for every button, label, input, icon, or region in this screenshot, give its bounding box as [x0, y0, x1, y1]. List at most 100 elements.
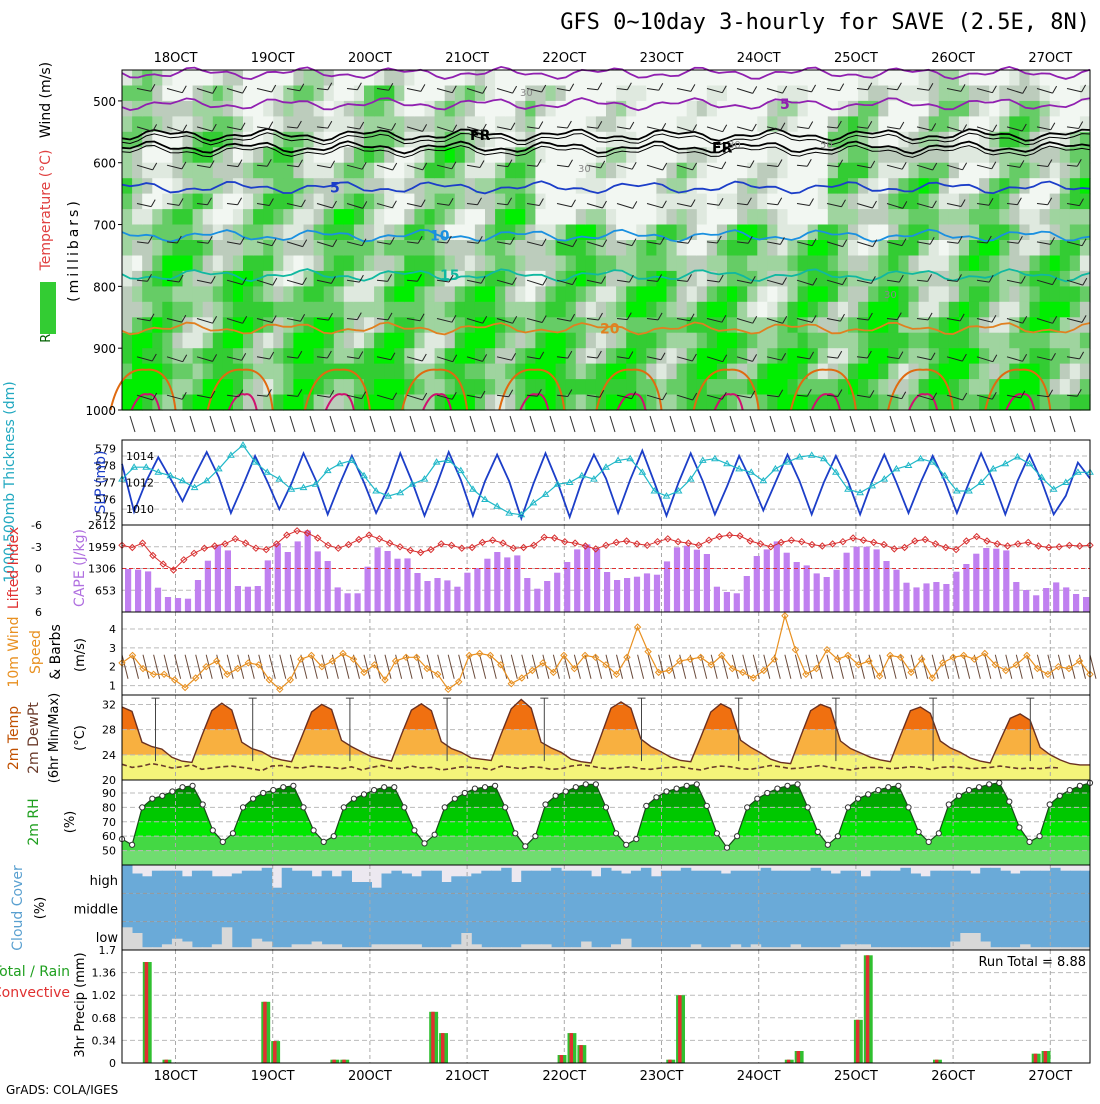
- wind-barb: [166, 318, 182, 323]
- cloud-bar: [551, 893, 562, 922]
- wind-barb-flag: [572, 239, 578, 247]
- rh-cell: [313, 209, 325, 226]
- rh-cell: [989, 224, 1000, 241]
- precip-ytick-0: 0: [109, 1057, 116, 1070]
- warm-contour: [887, 368, 955, 411]
- rh-cell: [333, 301, 345, 318]
- wind-barb: [976, 394, 993, 400]
- rh-cell: [464, 193, 476, 210]
- li-point: [293, 527, 301, 535]
- rh-cell: [958, 255, 970, 272]
- rh-cell: [1079, 193, 1091, 210]
- hot-contour: [130, 393, 161, 411]
- rh-cell: [1079, 224, 1091, 241]
- rh-cell: [122, 209, 133, 226]
- rh-cell: [505, 162, 516, 179]
- wind-barb-flag: [690, 84, 696, 92]
- rh-cell: [374, 85, 385, 102]
- rh-cell: [313, 348, 325, 365]
- wind-barb-flag: [212, 86, 218, 94]
- rh-cell: [888, 240, 899, 257]
- rh-cell: [424, 70, 436, 87]
- wind-barb-flag: [330, 160, 336, 169]
- rh-cell: [364, 332, 375, 349]
- wind10m-barb: [826, 654, 834, 679]
- wind-barb-flag: [150, 199, 156, 207]
- wind-barb-flag: [391, 200, 397, 209]
- li-ytick-4: 6: [35, 606, 42, 619]
- rh-cell: [696, 240, 708, 257]
- rh-cell: [535, 209, 547, 226]
- rh-cell: [706, 332, 718, 349]
- rh-cell: [837, 379, 849, 396]
- wind-barb: [436, 126, 453, 133]
- rh-cell: [979, 147, 990, 164]
- rh-cell: [182, 240, 194, 257]
- cloud-bar: [830, 873, 841, 894]
- wind10m-point: [402, 653, 410, 662]
- rh-cell: [1069, 394, 1081, 411]
- thickness-point: [1061, 478, 1070, 485]
- rh-cell: [595, 332, 607, 349]
- wind10m-point: [854, 661, 863, 669]
- rh-cell: [343, 70, 355, 87]
- wind-barb: [526, 164, 538, 167]
- rh-cell: [737, 348, 748, 365]
- rh-point: [774, 785, 781, 792]
- rh-cell: [848, 209, 859, 226]
- rh-cell: [1019, 348, 1031, 365]
- cape-bar: [723, 592, 730, 612]
- rh-cell: [999, 332, 1010, 349]
- wind-barb: [466, 241, 479, 244]
- rh-cell: [182, 348, 194, 365]
- rh-cell: [464, 240, 476, 257]
- rh-cell: [1039, 131, 1051, 148]
- wind-barb: [736, 203, 748, 206]
- rh-cell: [656, 286, 668, 303]
- rh-cell: [394, 255, 405, 272]
- rh-band: [122, 850, 1090, 865]
- rh-cell: [232, 178, 244, 195]
- cloud-bar: [561, 947, 572, 950]
- rh-cell: [908, 100, 920, 117]
- rh-cell: [444, 332, 456, 349]
- rh-point: [986, 781, 993, 788]
- rh-cell: [293, 147, 305, 164]
- rh-cell: [716, 193, 728, 210]
- rh-cell: [495, 301, 506, 318]
- cloud-bar: [720, 947, 732, 950]
- rh-cell: [868, 178, 879, 195]
- rh-cell: [595, 394, 607, 411]
- rh-cell: [212, 270, 224, 287]
- wind10m-barb: [363, 654, 371, 679]
- surface-barb: [969, 415, 976, 433]
- wind10m-barb: [310, 654, 318, 679]
- rh-point: [481, 784, 489, 791]
- rh-cell: [908, 209, 920, 226]
- cloud-bar: [381, 944, 392, 950]
- wind-barb-flag: [1051, 352, 1056, 361]
- wind10m-line: [121, 613, 1091, 691]
- rh-cell: [172, 178, 184, 195]
- rh-cell: [333, 209, 345, 226]
- wind-barb-flag: [181, 85, 187, 93]
- rh-cell: [293, 379, 305, 396]
- rh-cell: [122, 286, 133, 303]
- rh-cell: [958, 240, 970, 257]
- cloud-bar: [171, 893, 183, 922]
- rh-cell: [1059, 240, 1071, 257]
- date-label-bottom-7: 25OCT: [834, 1069, 878, 1084]
- wind-barb-flag: [448, 274, 454, 283]
- rh-cell: [1039, 116, 1051, 133]
- rh-cell: [545, 255, 557, 272]
- wind-barb-flag: [1050, 237, 1055, 245]
- rh-cell: [132, 286, 143, 303]
- rh-cell: [495, 255, 506, 272]
- rh-cell: [273, 332, 284, 349]
- rh-cell: [353, 178, 365, 195]
- rh-cell: [727, 116, 738, 133]
- rh-cell: [192, 70, 204, 87]
- wind-barb-flag: [901, 161, 907, 170]
- rh-cell: [1079, 162, 1091, 179]
- rh-cell: [555, 317, 567, 334]
